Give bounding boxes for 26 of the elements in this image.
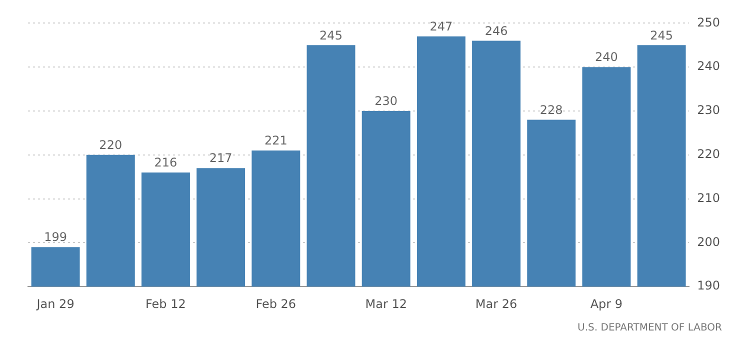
data-label: 199 (44, 230, 67, 244)
y-tick-label: 240 (697, 59, 720, 74)
data-label: 230 (374, 94, 398, 108)
text: U.S. DEPARTMENT OF LABOR (578, 322, 722, 334)
x-tick-label: Feb 26 (256, 296, 296, 311)
x-tick-label: Jan 29 (36, 296, 74, 311)
data-label: 240 (595, 50, 618, 64)
data-label: 217 (209, 151, 232, 166)
y-tick-label: 230 (697, 103, 720, 118)
x-tick-label: Mar 12 (365, 296, 407, 311)
y-tick-label: 210 (697, 190, 720, 205)
data-label: 247 (430, 19, 453, 34)
y-tick-label: 250 (697, 15, 720, 30)
data-label: 221 (264, 134, 288, 148)
y-tick-label: 220 (697, 147, 720, 162)
data-label: 216 (154, 156, 178, 170)
y-tick-label: 200 (697, 234, 720, 249)
data-label: 220 (99, 138, 122, 152)
data-label: 245 (320, 28, 342, 42)
x-tick-label: Apr 9 (590, 296, 623, 311)
data-label: 246 (484, 24, 508, 38)
y-tick-label: 190 (697, 278, 720, 293)
x-tick-label: Mar 26 (475, 296, 518, 311)
data-label: 228 (540, 102, 563, 117)
data-label: 245 (650, 28, 674, 42)
x-tick-label: Feb 12 (146, 296, 186, 311)
